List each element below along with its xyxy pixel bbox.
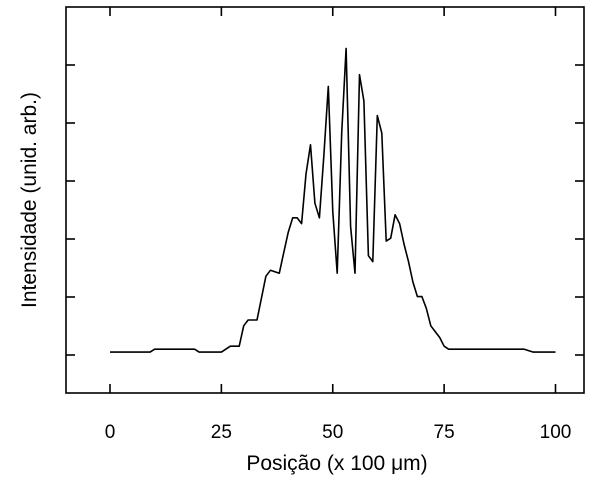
x-tick-label-2: 50 [322,422,343,443]
x-tick-label-0: 0 [105,422,116,443]
x-axis-title: Posição (x 100 μm) [246,452,427,475]
series-group [110,47,556,353]
x-tick-label-3: 75 [434,422,455,443]
x-tick-label-4: 100 [540,422,572,443]
x-tick-labels: 0 25 50 75 100 [105,422,572,443]
axis-ticks [66,7,584,393]
x-tick-label-1: 25 [211,422,232,443]
y-axis-title: Intensidade (unid. arb.) [18,92,41,308]
plot-frame [65,6,585,394]
series-line-0 [110,47,556,353]
